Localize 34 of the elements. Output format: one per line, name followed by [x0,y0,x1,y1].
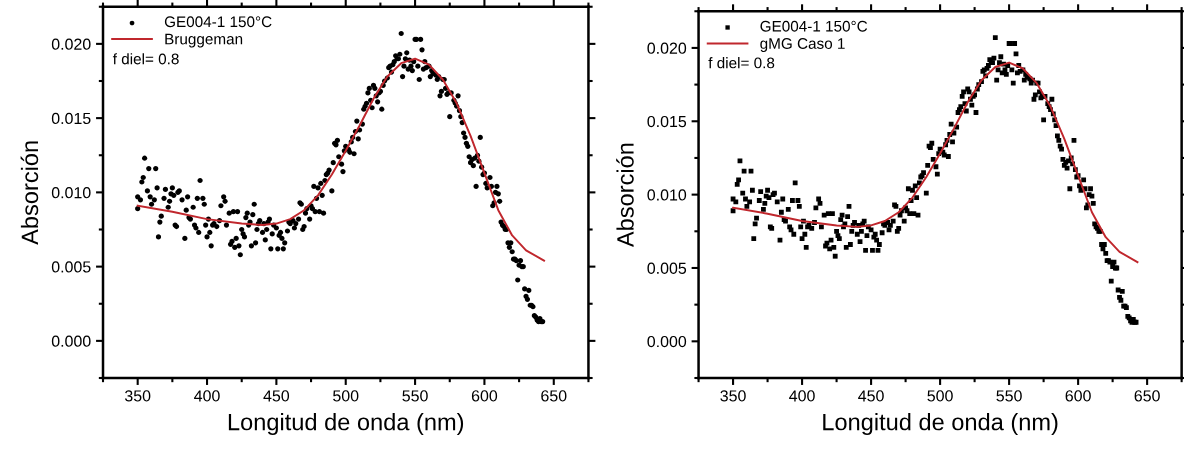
y-axis-title: Absorción [20,141,39,245]
y-axis-title: Absorción [616,143,634,248]
x-tick-label: 450 [858,390,884,402]
y-tick-label: 0.015 [51,112,91,125]
y-tick-label: 0.010 [647,189,687,201]
x-tick-label: 400 [789,390,815,402]
x-tick-label: 500 [927,390,953,402]
x-tick-label: 500 [333,390,359,402]
x-tick-label: 600 [471,390,498,402]
x-axis-title: Longitud de onda (nm) [228,413,464,436]
x-tick-label: 550 [996,390,1022,402]
y-tick-label: 0.005 [647,262,687,274]
x-tick-label: 550 [402,390,428,402]
y-tick-label: 0.020 [51,38,91,50]
x-tick-label: 650 [541,390,567,402]
y-tick-label: 0.005 [51,261,91,273]
legend-label: Bruggeman [165,33,243,48]
y-tick-label: 0.020 [647,42,687,54]
x-tick-label: 650 [1134,390,1160,402]
y-tick-label: 0.015 [647,115,687,128]
y-tick-label: 0.010 [51,187,91,199]
annotation: f diel= 0.8 [112,53,179,65]
y-tick-label: 0.000 [51,335,91,347]
x-tick-label: 450 [263,390,290,402]
x-tick-label: 350 [124,390,151,402]
y-tick-label: 0.000 [647,335,687,348]
legend-label: GE004-1 150°C [164,16,272,28]
legend-label: gMG Caso 1 [760,38,845,52]
x-tick-label: 350 [720,390,746,402]
annotation: f diel= 0.8 [708,57,775,69]
legend-label: GE004-1 150°C [760,20,868,32]
x-tick-label: 400 [194,390,220,402]
x-axis-title: Longitud de onda (nm) [823,413,1058,436]
x-tick-label: 600 [1065,390,1091,402]
